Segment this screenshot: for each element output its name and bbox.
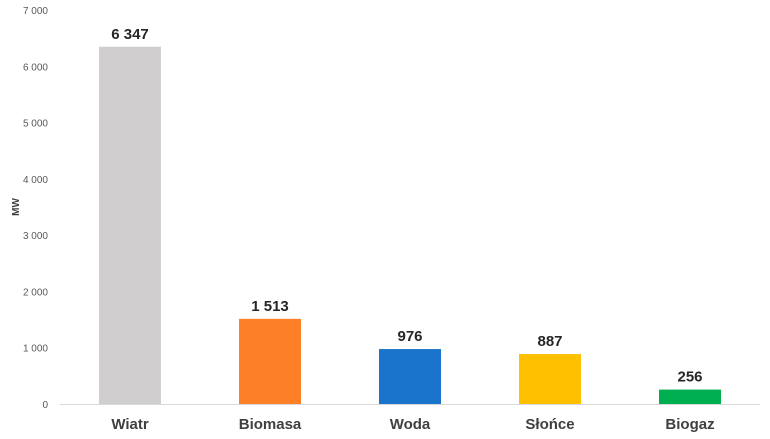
- category-label: Słońce: [525, 416, 574, 433]
- category-label: Biomasa: [239, 416, 302, 433]
- y-tick-label: 7 000: [23, 6, 48, 17]
- data-label: 256: [677, 369, 702, 386]
- y-tick-label: 2 000: [23, 287, 48, 298]
- category-label: Woda: [390, 416, 431, 433]
- y-tick-label: 1 000: [23, 344, 48, 355]
- y-axis-label: MW: [11, 198, 22, 216]
- data-labels: 6 347 1 513 976 887 256: [111, 26, 702, 386]
- y-tick-label: 5 000: [23, 119, 48, 130]
- bar-biomasa: [239, 318, 301, 404]
- data-label: 1 513: [251, 298, 289, 315]
- data-label: 887: [537, 333, 562, 350]
- y-tick-label: 0: [42, 400, 48, 411]
- y-tick-label: 3 000: [23, 231, 48, 242]
- bar-biogaz: [659, 389, 721, 404]
- category-labels: Wiatr Biomasa Woda Słońce Biogaz: [111, 416, 714, 433]
- y-tick-label: 6 000: [23, 62, 48, 73]
- y-tick-label: 4 000: [23, 175, 48, 186]
- data-label: 6 347: [111, 26, 149, 43]
- category-label: Biogaz: [665, 416, 714, 433]
- bar-wiatr: [99, 46, 161, 404]
- bars: [99, 46, 721, 404]
- data-label: 976: [397, 328, 422, 345]
- category-label: Wiatr: [111, 416, 149, 433]
- y-axis-ticks: 0 1 000 2 000 3 000 4 000 5 000 6 000 7 000: [23, 6, 48, 411]
- bar-słońce: [519, 354, 581, 404]
- bar-woda: [379, 349, 441, 404]
